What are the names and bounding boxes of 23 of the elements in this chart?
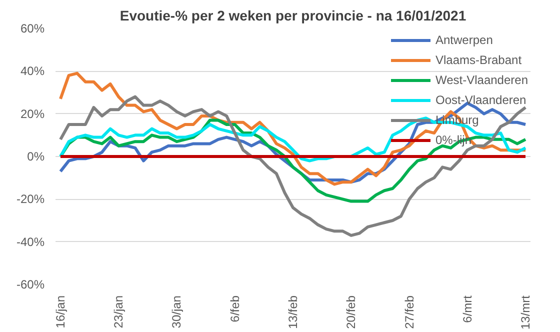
y-tick-label: 0% — [27, 150, 45, 164]
x-tick-label: 20/feb — [344, 295, 358, 329]
y-tick-label: -40% — [16, 234, 45, 249]
legend-label: Oost-Vlaanderen — [436, 93, 526, 107]
x-tick-label: 23/jan — [112, 295, 126, 328]
x-tick-label: 16/jan — [53, 295, 68, 328]
legend-label: West-Vlaanderen — [436, 73, 528, 87]
x-tick-label: 13/feb — [286, 295, 300, 329]
y-tick-label: -20% — [16, 192, 45, 206]
legend-label: Antwerpen — [436, 33, 493, 47]
x-tick-label: 30/jan — [170, 295, 184, 328]
x-tick-label: 6/mrt — [460, 294, 474, 323]
x-tick-label: 27/feb — [402, 295, 416, 329]
x-tick-label: 13/mrt — [518, 294, 533, 330]
y-tick-label: 40% — [20, 64, 45, 78]
chart-title: Evoutie-% per 2 weken per provincie - na 16/01/2021 — [120, 8, 466, 24]
y-tick-label: 20% — [20, 106, 45, 121]
line-series — [58, 116, 528, 162]
y-tick-label: 60% — [20, 22, 45, 36]
legend-label: Vlaams-Brabant — [436, 53, 522, 67]
y-tick-label: -60% — [16, 278, 45, 292]
line-series — [58, 95, 528, 237]
x-tick-label: 6/feb — [228, 295, 242, 322]
